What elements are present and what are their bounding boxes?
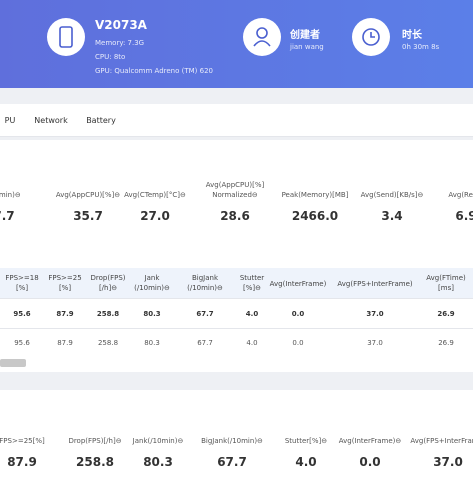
summary-value: 258.8 (76, 455, 114, 469)
table-cell: 95.6 (13, 310, 31, 318)
scrollbar (0, 359, 26, 367)
device-name: V2073A (95, 18, 147, 32)
table-header: Avg(FTime) [ms] (426, 274, 466, 292)
summary-value: 0.0 (359, 455, 381, 469)
table-cell: 80.3 (143, 310, 161, 318)
summary-header: Avg(FPS+InterFrame) (410, 437, 473, 445)
gpu: GPU: Qualcomm Adreno (TM) 620 (95, 67, 213, 75)
table-header: Avg(InterFrame) (269, 280, 327, 288)
table-header: Avg(FPS+InterFrame) (337, 280, 413, 288)
table-header: Jank (/10min)⊖ (134, 274, 170, 292)
summary-header: BigJank(/10min)⊖ (201, 437, 263, 445)
tab-bar (0, 104, 473, 137)
creator: jian wang (290, 43, 324, 51)
device-icon (47, 18, 85, 56)
memory: Memory: 7.3G (95, 39, 145, 47)
table-cell: 87.9 (57, 339, 73, 347)
summary-header: Jank(/10min)⊖ (132, 437, 184, 445)
table-cell: 37.0 (366, 310, 384, 318)
table-header-bg (0, 268, 473, 298)
table-header: FPS>=18 [%] (5, 274, 39, 292)
stat-header: Avg(Send)[KB/s]⊖ (360, 191, 424, 199)
table-cell: 0.0 (292, 339, 304, 347)
tab[interactable]: Network (34, 116, 68, 125)
summary-value: 80.3 (143, 455, 173, 469)
stats-panel (0, 140, 473, 372)
stat-header: Avg(AppCPU)[%]⊖ (55, 191, 121, 199)
table-cell: 80.3 (144, 339, 160, 347)
tab[interactable]: Battery (86, 116, 116, 125)
table-cell: 37.0 (367, 339, 383, 347)
summary-value: 67.7 (217, 455, 247, 469)
row-divider (0, 328, 473, 329)
table-header: BigJank (/10min)⊖ (187, 274, 223, 292)
table-cell: 67.7 (196, 310, 214, 318)
stat-header: Avg(Recv) (448, 191, 473, 199)
table-cell: 67.7 (197, 339, 213, 347)
summary-header: FPS>=25[%] (0, 437, 45, 445)
summary-value: 4.0 (295, 455, 317, 469)
stat-header: Peak(Memory)[MB] (281, 191, 349, 199)
cpu: CPU: 8to (95, 53, 126, 61)
stat-value: 7.7 (0, 209, 15, 223)
table-cell: 87.9 (56, 310, 74, 318)
table-cell: 0.0 (291, 310, 305, 318)
stat-header: Avg(CTemp)[°C]⊖ (124, 191, 186, 199)
duration: 0h 30m 8s (402, 43, 440, 51)
summary-header: Avg(InterFrame)⊖ (338, 437, 402, 445)
stat-value: 35.7 (73, 209, 103, 223)
table-cell: 26.9 (438, 339, 454, 347)
duration-label: 时长 (402, 30, 422, 41)
row-divider (0, 298, 473, 299)
summary-header: Drop(FPS)[/h]⊖ (68, 437, 122, 445)
summary-value: 37.0 (433, 455, 463, 469)
table-cell: 258.8 (96, 310, 120, 318)
table-header: Stutter [%]⊖ (239, 274, 265, 292)
stat-header: Avg(AppCPU)[%] Normalized⊖ (205, 181, 265, 199)
creator-label: 创建者 (290, 30, 320, 41)
table-cell: 4.0 (246, 339, 258, 347)
summary-value: 87.9 (7, 455, 37, 469)
summary-panel (0, 390, 473, 477)
header: V2073A Memory: 7.3G CPU: 8to GPU: Qualco… (0, 0, 473, 88)
stat-value: 28.6 (220, 209, 250, 223)
table-cell: 95.6 (14, 339, 30, 347)
stat-value: 2466.0 (291, 209, 339, 223)
table-header: Drop(FPS) [/h]⊖ (90, 274, 126, 292)
header-icons (47, 18, 390, 56)
stat-value: 3.4 (381, 209, 403, 223)
user-icon (243, 18, 281, 56)
table-cell: 4.0 (245, 310, 259, 318)
tab[interactable]: PU (4, 116, 16, 125)
table-cell: 26.9 (437, 310, 455, 318)
stat-value: 6.9 (455, 209, 473, 223)
summary-header: Stutter[%]⊖ (284, 437, 328, 445)
table-cell: 258.8 (97, 339, 119, 347)
stat-value: 27.0 (140, 209, 170, 223)
stat-header: (10min)⊖ (0, 191, 21, 199)
table-header: FPS>=25 [%] (48, 274, 82, 292)
